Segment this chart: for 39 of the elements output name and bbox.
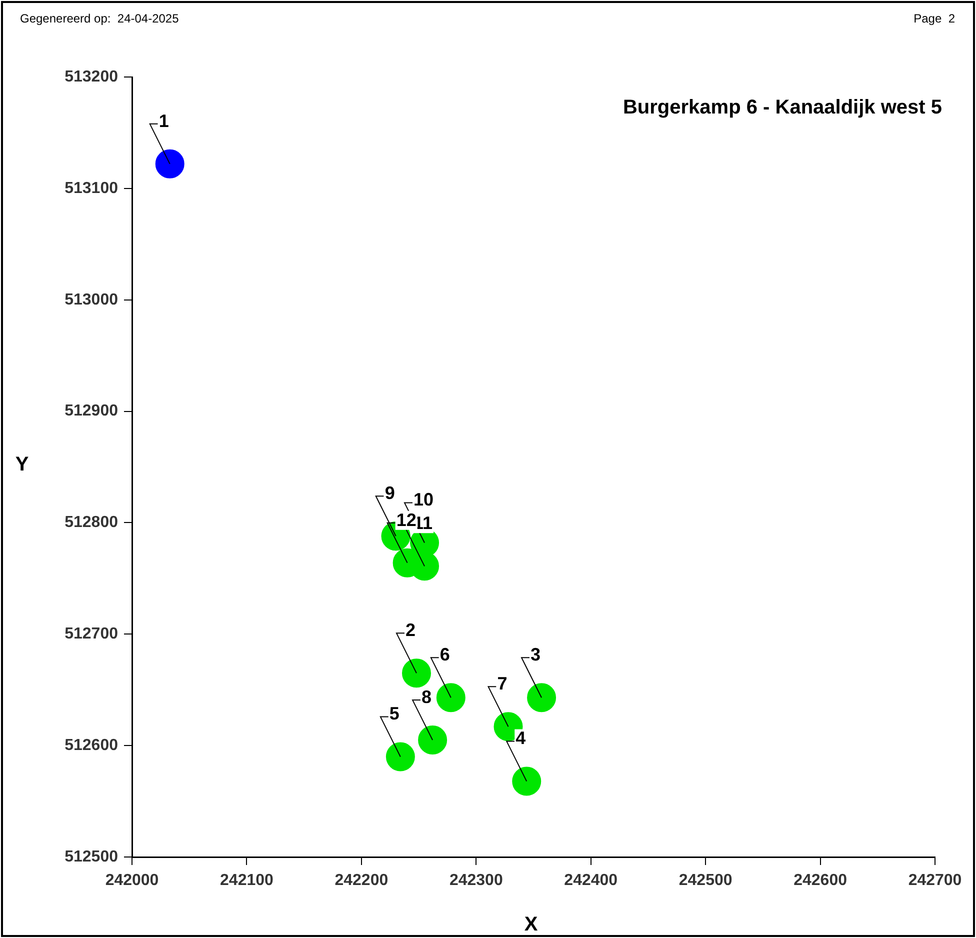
y-tick-label: 512800 [64, 514, 118, 532]
annotation: 5 [389, 704, 400, 724]
annotation: 9 [384, 483, 395, 504]
annotation: 6 [440, 644, 450, 665]
point [418, 726, 448, 754]
y-tick-label: 512700 [64, 626, 118, 643]
text: Page 2 [914, 11, 956, 26]
y-tick-label: 513100 [64, 180, 118, 197]
x-tick-label: 242500 [678, 872, 732, 890]
x-tick-label: 242300 [449, 872, 503, 890]
y-axis-title: Y [15, 454, 30, 476]
x-tick-label: 242100 [220, 872, 274, 890]
annotation: 12 [396, 510, 416, 530]
y-tick-label: 512900 [64, 402, 118, 420]
annotation: 4 [516, 728, 526, 748]
point [436, 683, 466, 712]
y-tick-label: 512500 [64, 848, 118, 866]
point [512, 766, 542, 796]
annotation: 7 [497, 674, 508, 694]
y-tick-label: 513200 [64, 68, 118, 86]
x-tick-label: 242400 [564, 872, 618, 890]
y-tick-label: 512600 [64, 736, 118, 754]
point [527, 683, 556, 712]
x-axis-title: X [524, 914, 538, 936]
annotation: 10 [414, 490, 434, 510]
point [386, 742, 415, 772]
annotation: 3 [530, 644, 541, 665]
y-tick-label: 513000 [64, 291, 118, 308]
x-tick-label: 242000 [105, 872, 159, 890]
annotation: 2 [405, 620, 416, 640]
point [155, 149, 184, 178]
point [402, 658, 431, 688]
x-tick-label: 242700 [908, 872, 962, 890]
text: Burgerkamp 6 - Kanaaldijk west 5 [622, 96, 942, 119]
text: Gegenereerd op: 24-04-2025 [20, 11, 180, 26]
annotation: 1 [158, 110, 169, 131]
x-tick-label: 242600 [794, 872, 848, 890]
x-tick-label: 242200 [334, 872, 388, 890]
annotation: 8 [422, 686, 432, 707]
